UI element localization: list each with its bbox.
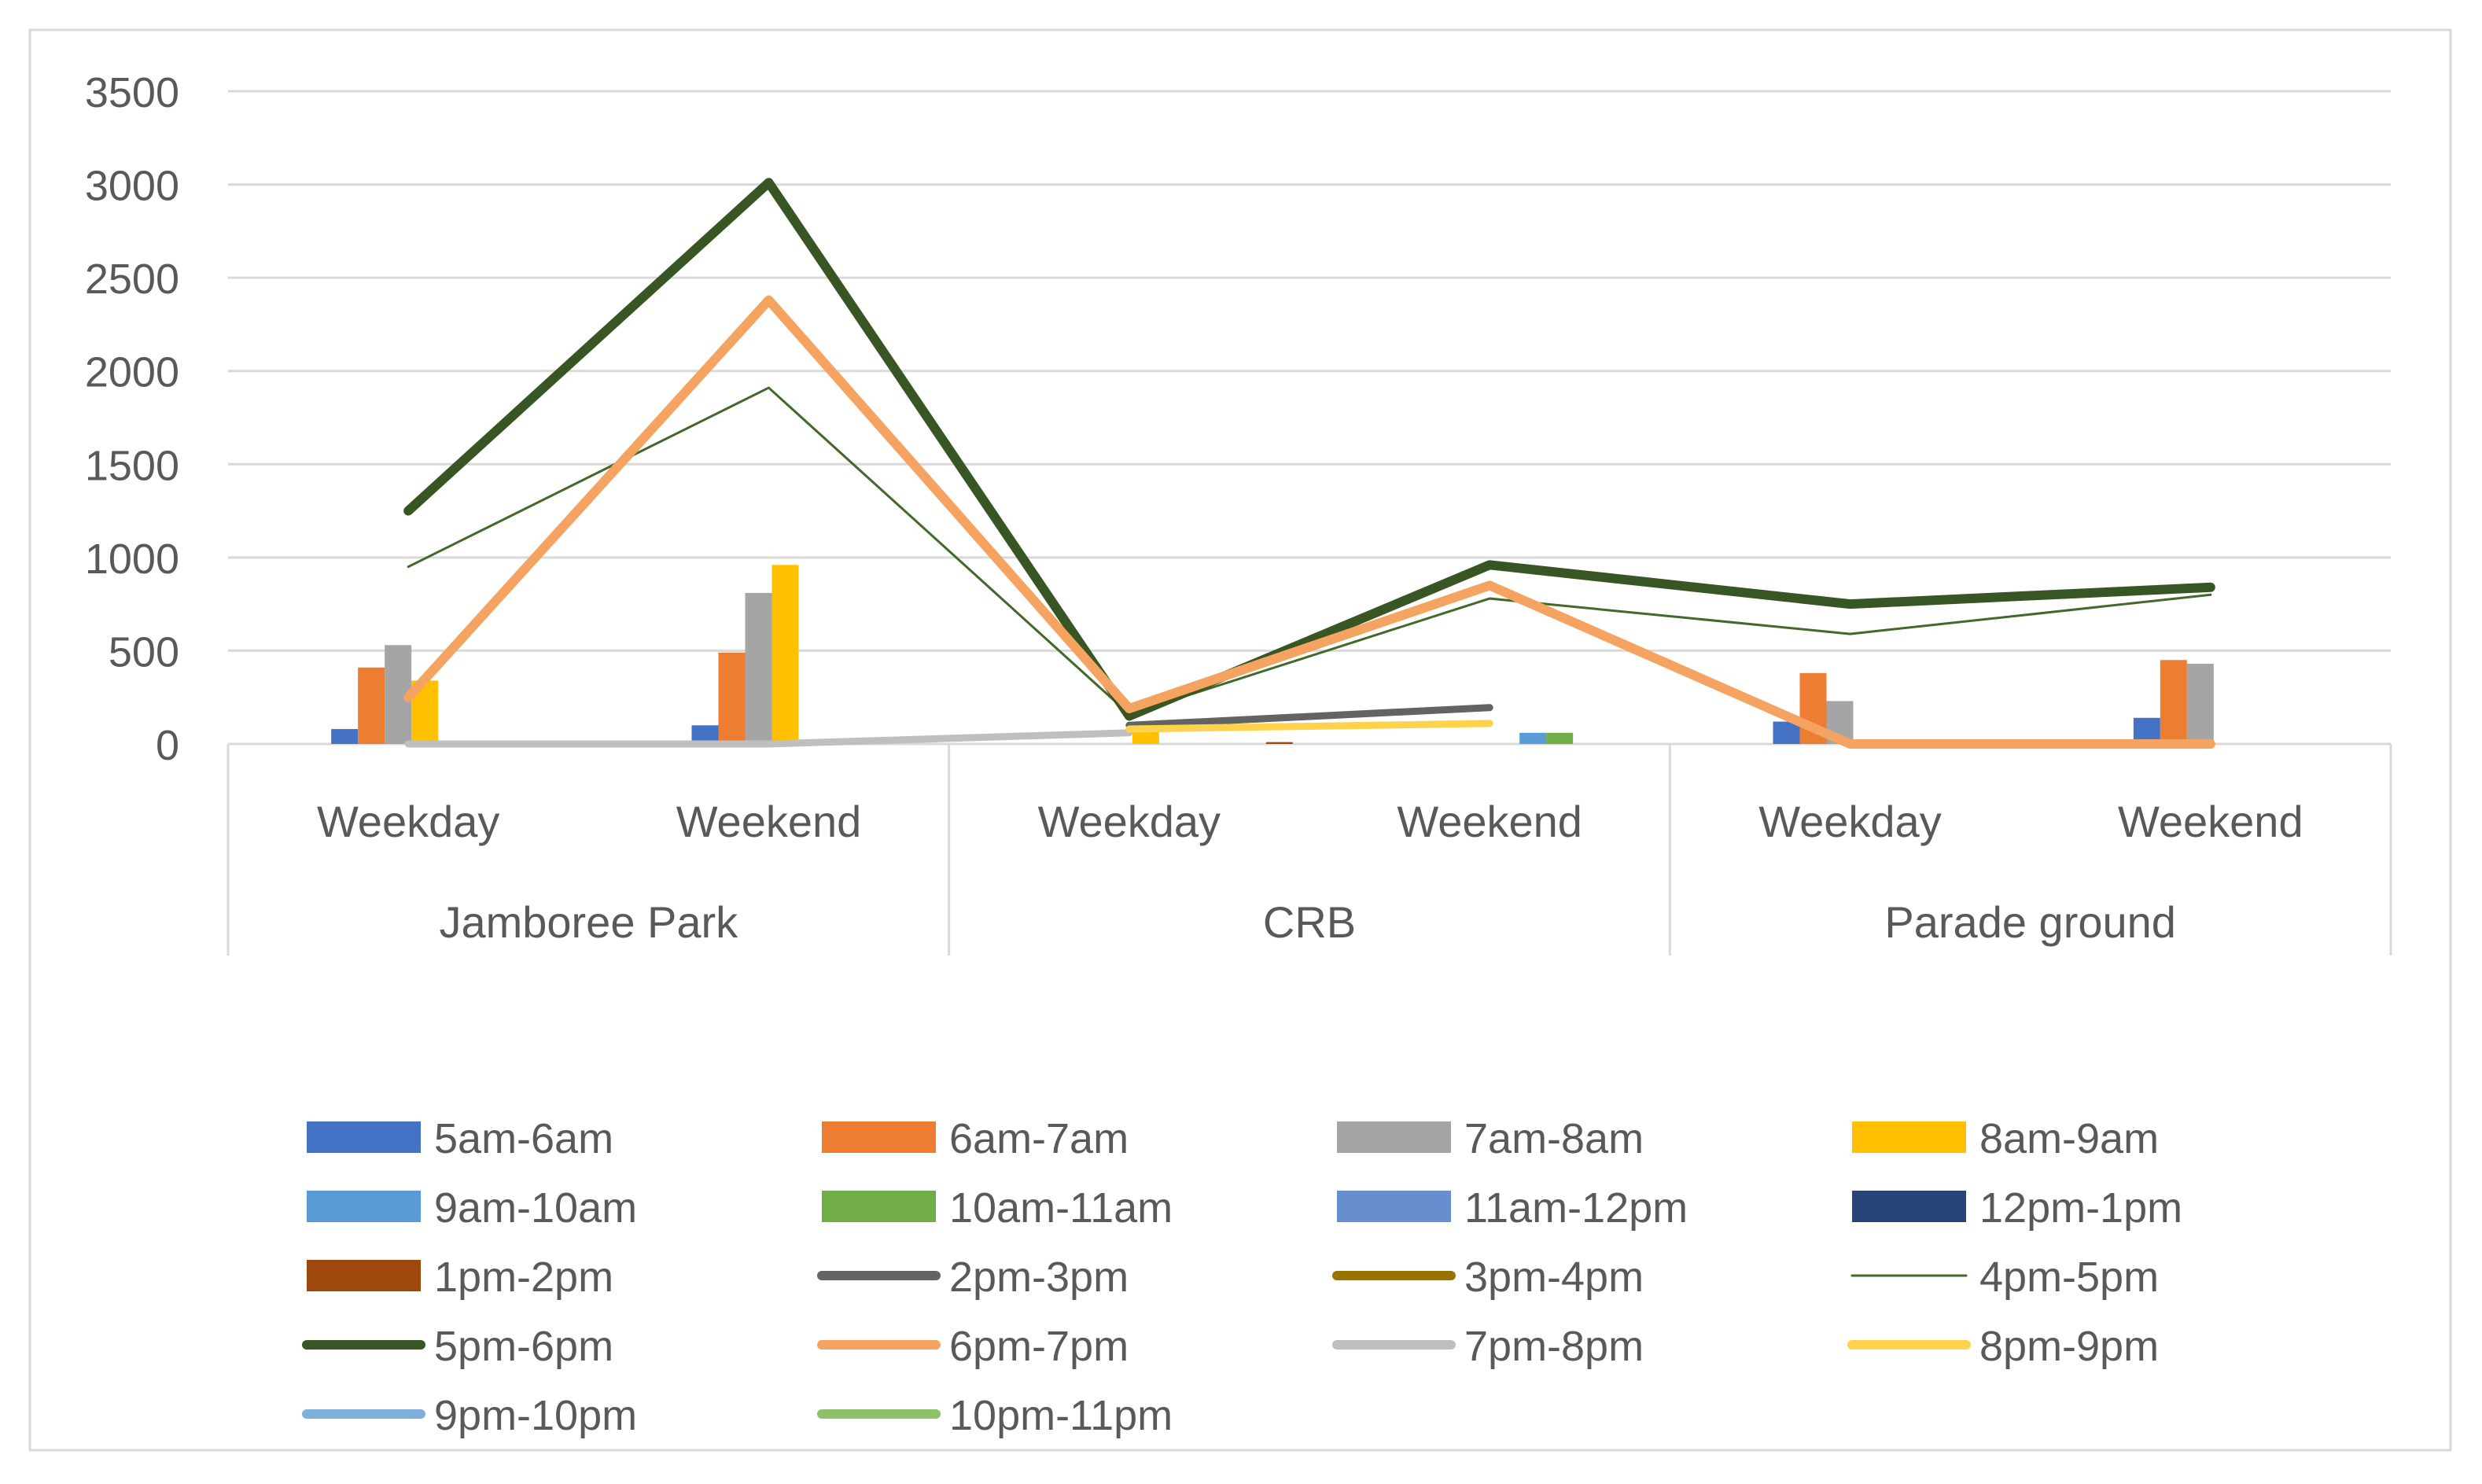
legend-swatch-12pm-1pm bbox=[1852, 1191, 1966, 1222]
legend-swatch-1pm-2pm bbox=[307, 1260, 421, 1291]
y-tick-label: 3500 bbox=[85, 69, 179, 116]
bar-8am-9am bbox=[771, 565, 799, 744]
legend-label: 7am-8am bbox=[1464, 1115, 1644, 1162]
y-tick-label: 2000 bbox=[85, 349, 179, 396]
line-4pm-5pm bbox=[407, 386, 2212, 716]
group-label: CRB bbox=[1263, 897, 1356, 947]
category-label: Weekday bbox=[1038, 797, 1221, 846]
category-label: Weekend bbox=[1397, 797, 1582, 846]
bar-5am-6am bbox=[331, 729, 359, 744]
bar-1pm-2pm bbox=[1265, 742, 1293, 744]
line-2pm-3pm bbox=[1125, 704, 1493, 729]
category-label: Weekend bbox=[2118, 797, 2303, 846]
bar-6am-7am bbox=[2160, 660, 2187, 744]
line-6pm-7pm bbox=[403, 295, 2215, 749]
legend-label: 1pm-2pm bbox=[434, 1254, 613, 1301]
legend-label: 5pm-6pm bbox=[434, 1323, 613, 1370]
group-label: Parade ground bbox=[1884, 897, 2176, 947]
legend-label: 9pm-10pm bbox=[434, 1392, 637, 1439]
legend-label: 2pm-3pm bbox=[949, 1254, 1129, 1301]
legend-label: 12pm-1pm bbox=[1979, 1184, 2182, 1232]
bar-5am-6am bbox=[1773, 721, 1800, 744]
legend-label: 4pm-5pm bbox=[1979, 1254, 2159, 1301]
category-label: Weekday bbox=[317, 797, 499, 846]
bar-10am-11am bbox=[1546, 732, 1574, 744]
line-5pm-6pm bbox=[403, 178, 2215, 721]
bar-7am-8am bbox=[745, 592, 772, 744]
bar-5am-6am bbox=[691, 725, 719, 744]
y-tick-label: 1500 bbox=[85, 442, 179, 489]
legend-label: 6am-7am bbox=[949, 1115, 1129, 1162]
legend-label: 6pm-7pm bbox=[949, 1323, 1129, 1370]
bar-7am-8am bbox=[2186, 664, 2214, 744]
legend-label: 8am-9am bbox=[1979, 1115, 2159, 1162]
bar-8am-9am bbox=[1132, 731, 1159, 744]
y-tick-label: 3000 bbox=[85, 163, 179, 210]
legend-label: 11am-12pm bbox=[1464, 1184, 1688, 1232]
group-label: Jamboree Park bbox=[439, 897, 738, 947]
bar-6am-7am bbox=[358, 667, 385, 744]
y-tick-label: 2500 bbox=[85, 256, 179, 303]
bar-9am-10am bbox=[1519, 732, 1547, 744]
legend-swatch-11am-12pm bbox=[1337, 1191, 1451, 1222]
legend-label: 3pm-4pm bbox=[1464, 1254, 1644, 1301]
legend-swatch-7am-8am bbox=[1337, 1121, 1451, 1153]
legend-swatch-10am-11am bbox=[822, 1191, 936, 1222]
legend-swatch-9am-10am bbox=[307, 1191, 421, 1222]
legend-label: 10pm-11pm bbox=[949, 1392, 1173, 1439]
legend-label: 5am-6am bbox=[434, 1115, 613, 1162]
y-tick-label: 0 bbox=[156, 722, 179, 769]
category-label: Weekday bbox=[1758, 797, 1941, 846]
legend-label: 8pm-9pm bbox=[1979, 1323, 2159, 1370]
y-tick-label: 500 bbox=[109, 628, 179, 676]
legend-label: 9am-10am bbox=[434, 1184, 637, 1232]
legend-label: 7pm-8pm bbox=[1464, 1323, 1644, 1370]
legend-swatch-8am-9am bbox=[1852, 1121, 1966, 1153]
line-7pm-8pm bbox=[404, 729, 1133, 748]
category-label: Weekend bbox=[676, 797, 862, 846]
y-tick-label: 1000 bbox=[85, 536, 179, 583]
legend-swatch-6am-7am bbox=[822, 1121, 936, 1153]
line-8pm-9pm bbox=[1125, 720, 1493, 733]
bar-6am-7am bbox=[718, 652, 746, 744]
legend-swatch-5am-6am bbox=[307, 1121, 421, 1153]
legend-label: 10am-11am bbox=[949, 1184, 1173, 1232]
